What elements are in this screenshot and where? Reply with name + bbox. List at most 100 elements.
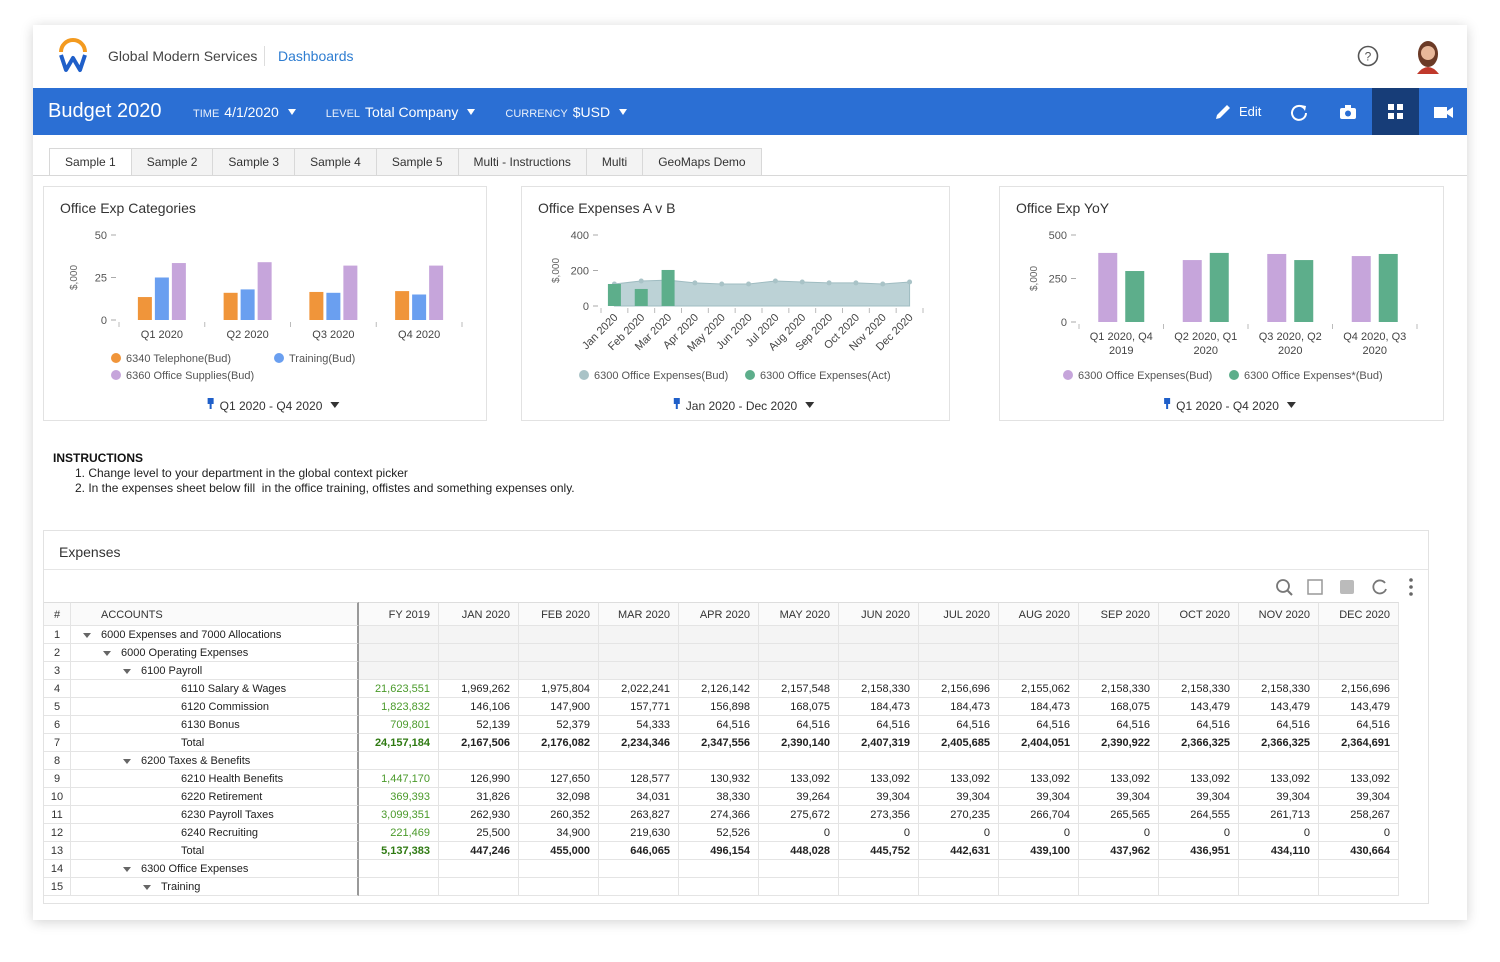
empty-cell[interactable] [839,662,919,680]
value-cell[interactable]: 275,672 [759,806,839,824]
value-cell[interactable]: 273,356 [839,806,919,824]
value-cell[interactable]: 0 [839,824,919,842]
value-cell[interactable]: 52,139 [439,716,519,734]
legend-label[interactable]: 6300 Office Expenses(Act) [760,370,891,382]
more-icon[interactable] [1409,578,1413,596]
value-cell[interactable]: 0 [759,824,839,842]
value-cell[interactable]: 39,304 [999,788,1079,806]
value-cell[interactable]: 445,752 [839,842,919,860]
tab[interactable]: Sample 1 [49,148,132,175]
value-cell[interactable]: 64,516 [1079,716,1159,734]
value-cell[interactable]: 168,075 [1079,698,1159,716]
empty-cell[interactable] [1239,626,1319,644]
empty-cell[interactable] [439,644,519,662]
empty-cell[interactable] [919,644,999,662]
empty-cell[interactable] [1159,644,1239,662]
value-cell[interactable]: 133,092 [1319,770,1399,788]
tab[interactable]: GeoMaps Demo [642,148,761,175]
empty-cell[interactable] [519,860,599,878]
value-cell[interactable]: 448,028 [759,842,839,860]
value-cell[interactable]: 1,823,832 [359,698,439,716]
value-cell[interactable]: 274,366 [679,806,759,824]
empty-cell[interactable] [759,662,839,680]
empty-cell[interactable] [919,662,999,680]
value-cell[interactable]: 39,304 [1079,788,1159,806]
dashboards-link[interactable]: Dashboards [278,48,354,64]
legend-label[interactable]: 6360 Office Supplies(Bud) [126,370,254,382]
empty-cell[interactable] [1319,878,1399,896]
empty-cell[interactable] [679,752,759,770]
chart-footer[interactable]: Q1 2020 - Q4 2020 [220,399,323,413]
empty-cell[interactable] [1159,662,1239,680]
value-cell[interactable]: 34,031 [599,788,679,806]
value-cell[interactable]: 39,264 [759,788,839,806]
value-cell[interactable]: 184,473 [839,698,919,716]
empty-cell[interactable] [1079,626,1159,644]
empty-cell[interactable] [1159,860,1239,878]
value-cell[interactable]: 133,092 [999,770,1079,788]
value-cell[interactable]: 2,366,325 [1239,734,1319,752]
empty-cell[interactable] [599,752,679,770]
empty-cell[interactable] [599,860,679,878]
column-header[interactable]: AUG 2020 [999,602,1079,626]
empty-cell[interactable] [519,752,599,770]
value-cell[interactable]: 39,304 [1159,788,1239,806]
value-cell[interactable]: 496,154 [679,842,759,860]
value-cell[interactable]: 32,098 [519,788,599,806]
empty-cell[interactable] [839,878,919,896]
value-cell[interactable]: 2,407,319 [839,734,919,752]
value-cell[interactable]: 0 [1319,824,1399,842]
empty-cell[interactable] [839,644,919,662]
column-header[interactable]: SEP 2020 [1079,602,1159,626]
value-cell[interactable]: 369,393 [359,788,439,806]
value-cell[interactable]: 64,516 [1319,716,1399,734]
value-cell[interactable]: 184,473 [999,698,1079,716]
empty-cell[interactable] [839,626,919,644]
empty-cell[interactable] [999,662,1079,680]
empty-cell[interactable] [1319,860,1399,878]
value-cell[interactable]: 146,106 [439,698,519,716]
value-cell[interactable]: 266,704 [999,806,1079,824]
empty-cell[interactable] [519,662,599,680]
empty-cell[interactable] [1079,644,1159,662]
value-cell[interactable]: 2,158,330 [1239,680,1319,698]
tab[interactable]: Sample 3 [212,148,295,175]
value-cell[interactable]: 2,390,140 [759,734,839,752]
value-cell[interactable]: 219,630 [599,824,679,842]
value-cell[interactable]: 2,234,346 [599,734,679,752]
empty-cell[interactable] [1159,878,1239,896]
value-cell[interactable]: 130,932 [679,770,759,788]
value-cell[interactable]: 2,366,325 [1159,734,1239,752]
empty-cell[interactable] [599,662,679,680]
empty-cell[interactable] [679,860,759,878]
empty-cell[interactable] [1239,878,1319,896]
dropdown-arrow[interactable] [330,402,339,408]
filter[interactable]: CURRENCY$USD [505,104,627,120]
value-cell[interactable]: 264,555 [1159,806,1239,824]
filter[interactable]: LEVELTotal Company [326,104,476,120]
value-cell[interactable]: 25,500 [439,824,519,842]
empty-cell[interactable] [599,626,679,644]
value-cell[interactable]: 436,951 [1159,842,1239,860]
value-cell[interactable]: 434,110 [1239,842,1319,860]
value-cell[interactable]: 0 [1159,824,1239,842]
value-cell[interactable]: 2,176,082 [519,734,599,752]
value-cell[interactable]: 2,156,696 [919,680,999,698]
legend-label[interactable]: 6300 Office Expenses*(Bud) [1244,370,1383,382]
expand-caret[interactable] [143,885,151,890]
value-cell[interactable]: 52,379 [519,716,599,734]
empty-cell[interactable] [759,860,839,878]
empty-cell[interactable] [759,626,839,644]
value-cell[interactable]: 2,158,330 [1159,680,1239,698]
value-cell[interactable]: 133,092 [919,770,999,788]
empty-cell[interactable] [839,752,919,770]
column-header[interactable]: FEB 2020 [519,602,599,626]
value-cell[interactable]: 270,235 [919,806,999,824]
column-header[interactable]: JUL 2020 [919,602,999,626]
value-cell[interactable]: 430,664 [1319,842,1399,860]
value-cell[interactable]: 2,364,691 [1319,734,1399,752]
value-cell[interactable]: 39,304 [839,788,919,806]
value-cell[interactable]: 2,167,506 [439,734,519,752]
value-cell[interactable]: 34,900 [519,824,599,842]
empty-cell[interactable] [759,644,839,662]
